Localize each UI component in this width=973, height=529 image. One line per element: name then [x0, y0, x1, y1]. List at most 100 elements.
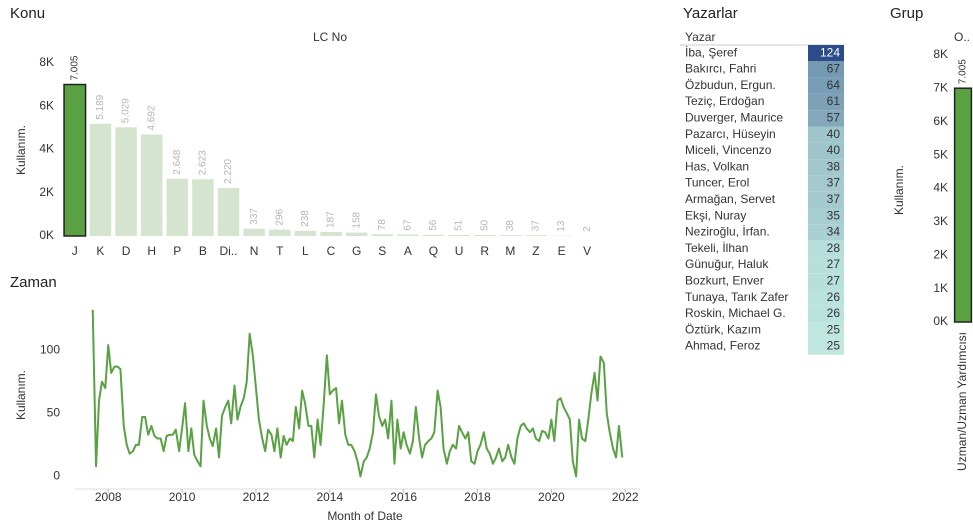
row-name: Tekeli, İlhan [685, 241, 748, 255]
data-label: 2.623 [198, 150, 209, 175]
y-tick-label: 4K [39, 142, 54, 156]
heat-cell [808, 159, 844, 176]
x-tick-label: H [147, 244, 156, 258]
x-tick-label: A [404, 244, 412, 258]
x-axis-title: LC No [313, 30, 347, 44]
row-name: Ahmad, Feroz [685, 339, 760, 353]
x-tick-label: 2020 [538, 490, 565, 504]
y-tick-label: 2K [933, 247, 948, 261]
x-tick-label: B [199, 244, 207, 258]
x-tick-label: E [558, 244, 566, 258]
row-name: Özbudun, Ergun. [685, 78, 776, 92]
x-tick-label: U [455, 244, 464, 258]
data-label: 5.029 [121, 98, 132, 123]
x-tick-label: L [302, 244, 309, 258]
bar [269, 229, 291, 236]
bar [166, 178, 189, 236]
data-label: 51 [454, 219, 465, 231]
data-label: 50 [479, 219, 490, 231]
chart-title: Zaman [10, 274, 57, 291]
x-tick-label: T [276, 244, 284, 258]
y-tick-label: 5K [933, 147, 948, 161]
row-name: Pazarcı, Hüseyin [685, 127, 776, 141]
heat-cell [808, 256, 844, 274]
table-title: Yazarlar [683, 5, 738, 22]
bar [345, 232, 368, 236]
row-value: 38 [827, 159, 841, 173]
row-value: 67 [827, 62, 841, 76]
heat-cell [808, 273, 844, 290]
y-tick-label: 0K [39, 228, 54, 242]
bar [525, 235, 547, 236]
data-label: 2.220 [223, 159, 234, 184]
bar [371, 234, 393, 236]
data-label: 37 [531, 220, 542, 232]
x-tick-label: Uzman/Uzman Yardımcısı [955, 332, 969, 471]
row-name: Miceli, Vincenzo [685, 143, 772, 157]
data-label: 13 [556, 220, 567, 232]
row-name: Tuncer, Erol [685, 176, 749, 190]
row-name: Roskin, Michael G. [685, 306, 786, 320]
bar [63, 83, 87, 237]
y-tick-label: 8K [39, 55, 54, 69]
row-name: Günuğur, Haluk [685, 257, 769, 271]
bar [320, 231, 342, 236]
heat-cell [808, 61, 844, 78]
row-value: 27 [827, 274, 841, 288]
y-tick-label: 4K [933, 181, 948, 195]
row-name: Ekşi, Nuray [685, 208, 746, 222]
data-label: 4.692 [146, 105, 157, 130]
row-value: 34 [827, 225, 841, 239]
y-tick-label: 100 [40, 342, 60, 356]
bar [192, 179, 214, 236]
row-value: 27 [827, 257, 841, 271]
x-tick-label: D [122, 244, 131, 258]
row-name: Teziç, Erdoğan [685, 94, 764, 108]
heat-cell [808, 289, 844, 306]
row-name: Has, Volkan [685, 159, 749, 173]
chart-title: Konu [10, 5, 45, 22]
x-tick-label: 2016 [390, 490, 417, 504]
x-tick-label: 2018 [464, 490, 491, 504]
x-tick-label: 2010 [169, 490, 196, 504]
heat-cell [808, 77, 844, 94]
x-tick-label: P [173, 244, 181, 258]
bar [953, 87, 973, 323]
x-tick-label: M [505, 244, 515, 258]
heat-cell [808, 224, 844, 241]
bar [89, 123, 112, 236]
heat-cell [808, 45, 844, 62]
heat-cell [808, 175, 844, 192]
x-tick-label: 2012 [243, 490, 270, 504]
x-tick-label: J [72, 244, 78, 258]
row-value: 35 [827, 208, 841, 222]
x-tick-label: G [352, 244, 361, 258]
bar [499, 235, 522, 236]
row-value: 124 [820, 45, 840, 59]
heat-cell [808, 191, 844, 208]
row-value: 37 [827, 192, 841, 206]
data-label: 187 [326, 211, 337, 228]
data-label: 238 [300, 210, 311, 227]
y-axis-title: Kullanım. [892, 165, 906, 215]
data-label: 2 [582, 226, 593, 232]
x-tick-label: K [96, 244, 104, 258]
data-label: 56 [428, 219, 439, 231]
bar [473, 234, 496, 236]
row-name: Neziroğlu, İrfan. [685, 225, 770, 239]
row-name: Duverger, Maurice [685, 111, 783, 125]
heat-cell [808, 208, 844, 225]
y-tick-label: 8K [933, 47, 948, 61]
row-value: 26 [827, 306, 841, 320]
x-tick-label: Q [429, 244, 438, 258]
column-header: Yazar [685, 30, 715, 44]
x-tick-label: S [378, 244, 386, 258]
row-name: İba, Şeref [685, 45, 738, 59]
row-value: 25 [827, 339, 841, 353]
line [91, 309, 624, 478]
data-label: 7.005 [69, 55, 80, 80]
row-value: 37 [827, 176, 841, 190]
bar [243, 228, 265, 236]
